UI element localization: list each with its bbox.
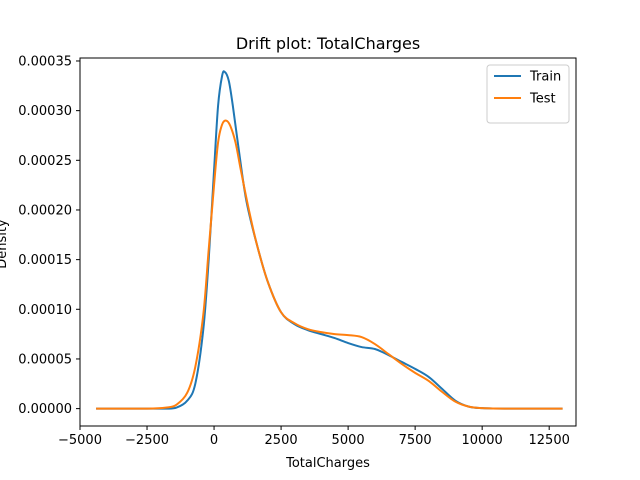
- x-axis: −5000 −2500 0 2500 5000 7500 10000 12500: [58, 426, 570, 448]
- y-tick-label: 0.00000: [18, 402, 72, 417]
- legend-label-test: Test: [529, 92, 556, 107]
- plot-lines: [96, 70, 563, 410]
- legend: Train Test: [486, 64, 570, 124]
- x-tick-label: 12500: [529, 433, 570, 448]
- y-tick-label: 0.00010: [18, 303, 72, 318]
- y-axis: 0.00000 0.00005 0.00010 0.00015 0.00020 0.000…: [18, 54, 80, 417]
- y-tick-label: 0.00005: [18, 352, 72, 367]
- x-tick-label: 5000: [332, 433, 365, 448]
- plot-frame: [79, 57, 577, 427]
- x-tick-label: 2500: [265, 433, 298, 448]
- y-tick-label: 0.00030: [18, 104, 72, 119]
- y-tick-label: 0.00020: [18, 203, 72, 218]
- y-axis-label: Density: [0, 219, 10, 269]
- legend-label-train: Train: [529, 70, 561, 85]
- x-axis-label: TotalCharges: [285, 456, 370, 471]
- x-tick-label: 10000: [461, 433, 502, 448]
- series-line-test: [96, 119, 563, 410]
- x-tick-label: −2500: [125, 433, 169, 448]
- legend-box: [486, 64, 570, 124]
- x-tick-label: 0: [210, 433, 218, 448]
- y-tick-label: 0.00025: [18, 154, 72, 169]
- x-tick-label: −5000: [58, 433, 102, 448]
- y-tick-label: 0.00015: [18, 253, 72, 268]
- y-tick-label: 0.00035: [18, 54, 72, 69]
- x-tick-label: 7500: [399, 433, 432, 448]
- chart-title: Drift plot: TotalCharges: [236, 34, 420, 53]
